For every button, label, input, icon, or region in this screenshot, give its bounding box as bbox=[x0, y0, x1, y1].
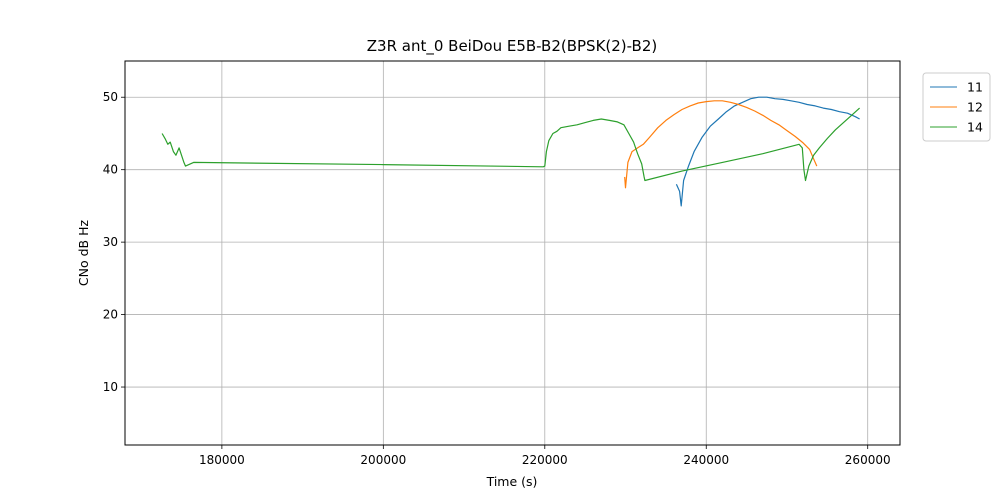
y-tick-label: 10 bbox=[103, 380, 118, 394]
x-tick-label: 260000 bbox=[845, 453, 891, 467]
legend: 11 12 14 bbox=[922, 72, 991, 142]
y-tick-label: 40 bbox=[103, 163, 118, 177]
x-axis-label: Time (s) bbox=[486, 474, 538, 489]
y-axis: 10 20 30 40 50 bbox=[103, 90, 125, 394]
legend-label: 11 bbox=[967, 80, 983, 95]
y-axis-label: CNo dB Hz bbox=[76, 219, 91, 286]
gridlines bbox=[125, 61, 900, 445]
x-tick-label: 240000 bbox=[683, 453, 729, 467]
x-tick-label: 180000 bbox=[199, 453, 245, 467]
series-layer bbox=[161, 96, 861, 207]
y-tick-label: 20 bbox=[103, 308, 118, 322]
series-line-14 bbox=[161, 107, 861, 182]
series-line-11 bbox=[675, 96, 860, 207]
plot-frame bbox=[124, 60, 901, 446]
legend-label: 12 bbox=[967, 100, 983, 115]
y-tick-label: 30 bbox=[103, 235, 118, 249]
chart-title: Z3R ant_0 BeiDou E5B-B2(BPSK(2)-B2) bbox=[367, 37, 657, 56]
y-tick-label: 50 bbox=[103, 90, 118, 104]
x-axis: 180000 200000 220000 240000 260000 bbox=[199, 445, 891, 467]
legend-label: 14 bbox=[967, 120, 983, 135]
x-tick-label: 200000 bbox=[360, 453, 406, 467]
series-line-12 bbox=[624, 100, 818, 189]
x-tick-label: 220000 bbox=[522, 453, 568, 467]
